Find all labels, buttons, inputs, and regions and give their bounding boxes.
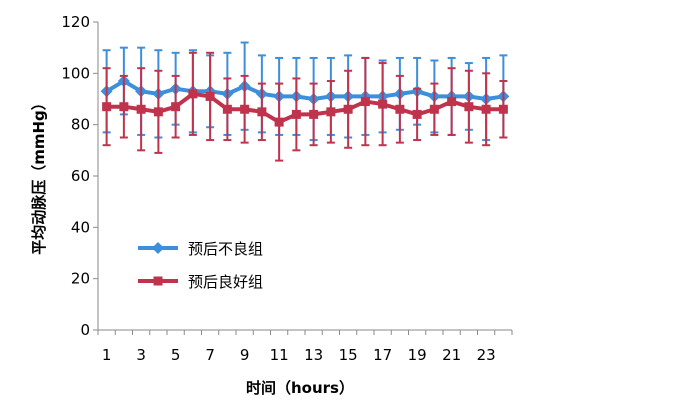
x-tick-label: 3 [136, 346, 146, 364]
x-tick-label: 9 [240, 346, 250, 364]
data-point [171, 102, 181, 112]
data-point [119, 102, 129, 112]
legend-label: 预后良好组 [188, 273, 263, 291]
data-point [326, 107, 336, 117]
data-point [153, 107, 163, 117]
data-point [429, 104, 439, 114]
legend-marker [152, 242, 164, 254]
legend-label: 预后不良组 [188, 240, 263, 258]
x-tick-label: 21 [442, 346, 461, 364]
data-point [257, 107, 267, 117]
data-point [222, 104, 232, 114]
data-point [395, 104, 405, 114]
data-point [343, 104, 353, 114]
x-axis-title: 时间（hours） [246, 379, 354, 397]
y-tick-label: 100 [61, 64, 90, 82]
data-point [102, 102, 112, 112]
legend-marker [153, 276, 163, 286]
data-point [274, 117, 284, 127]
x-tick-label: 7 [205, 346, 215, 364]
y-tick-label: 20 [71, 270, 90, 288]
y-tick-label: 120 [61, 13, 90, 31]
y-tick-label: 40 [71, 218, 90, 236]
data-point [136, 104, 146, 114]
data-point [481, 104, 491, 114]
series-1 [100, 41, 510, 142]
series-line [105, 79, 504, 101]
x-tick-label: 19 [408, 346, 427, 364]
data-point [291, 109, 301, 119]
data-point [378, 99, 388, 109]
data-point [240, 104, 250, 114]
y-tick-label: 0 [80, 321, 90, 339]
x-tick-label: 11 [270, 346, 289, 364]
x-tick-label: 17 [373, 346, 392, 364]
data-point [188, 89, 198, 99]
plot-area [100, 41, 510, 162]
x-tick-label: 5 [171, 346, 181, 364]
data-point [447, 97, 457, 107]
data-point [464, 102, 474, 112]
data-point [498, 104, 508, 114]
data-point [360, 97, 370, 107]
legend-item-1: 预后不良组 [138, 240, 263, 258]
y-tick-label: 60 [71, 167, 90, 185]
x-tick-label: 15 [339, 346, 358, 364]
x-tick-label: 23 [477, 346, 496, 364]
legend-item-2: 预后良好组 [138, 273, 263, 291]
data-point [412, 109, 422, 119]
x-tick-label: 13 [304, 346, 323, 364]
x-tick-label: 1 [102, 346, 112, 364]
data-point [205, 91, 215, 101]
series-2 [102, 51, 508, 162]
y-axis-title: 平均动脉压（mmHg） [30, 95, 48, 255]
y-tick-label: 80 [71, 116, 90, 134]
data-point [309, 109, 319, 119]
